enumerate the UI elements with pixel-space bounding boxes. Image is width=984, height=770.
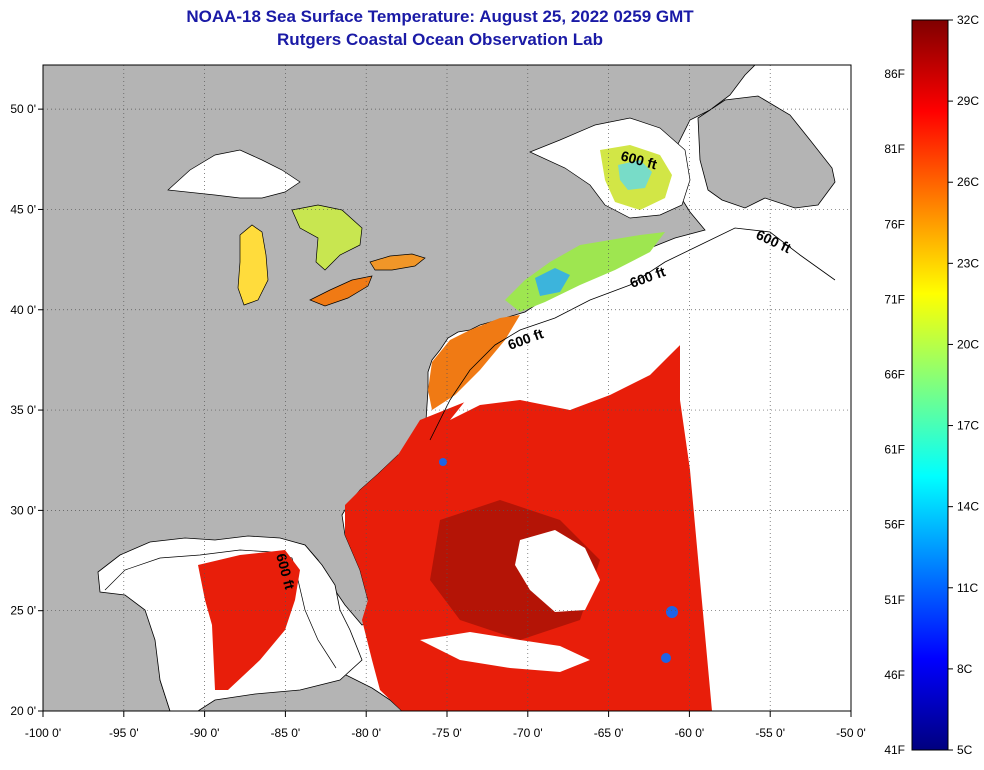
x-axis-ticks: -100 0' -95 0' -90 0' -85 0' -80 0' -75 0' -70… bbox=[25, 711, 866, 740]
colorbar-label-celsius: 5C bbox=[957, 743, 973, 757]
x-tick-label: -50 0' bbox=[836, 726, 866, 740]
colorbar-celsius-labels: 32C 29C 26C 23C 20C 17C 14C 11C 8C 5C bbox=[948, 13, 979, 757]
sst-cold-spot bbox=[661, 653, 671, 663]
sst-gulf-of-maine-cool bbox=[535, 268, 570, 296]
newfoundland-land bbox=[697, 95, 836, 209]
sst-cold-spot bbox=[439, 458, 447, 466]
y-tick-label: 30 0' bbox=[10, 503, 36, 517]
colorbar-label-celsius: 17C bbox=[957, 419, 979, 433]
colorbar-label-celsius: 23C bbox=[957, 256, 979, 270]
st-lawrence-cold-patch bbox=[618, 160, 652, 190]
y-tick-label: 45 0' bbox=[10, 202, 36, 216]
colorbar-label-celsius: 32C bbox=[957, 13, 979, 27]
atlantic-isobath bbox=[429, 227, 836, 441]
y-tick-label: 25 0' bbox=[10, 604, 36, 618]
x-tick-label: -70 0' bbox=[513, 726, 543, 740]
map-title: NOAA-18 Sea Surface Temperature: August … bbox=[186, 7, 694, 26]
y-tick-label: 35 0' bbox=[10, 403, 36, 417]
map-frame-border bbox=[42, 64, 852, 712]
cloud-mask-south bbox=[420, 632, 590, 672]
x-tick-label: -90 0' bbox=[190, 726, 220, 740]
colorbar-label-celsius: 14C bbox=[957, 500, 979, 514]
colorbar-label-celsius: 8C bbox=[957, 662, 973, 676]
colorbar-label-celsius: 20C bbox=[957, 337, 979, 351]
map-subtitle: Rutgers Coastal Ocean Observation Lab bbox=[277, 30, 603, 49]
lake-ontario bbox=[369, 253, 426, 271]
lake-michigan bbox=[237, 224, 269, 306]
colorbar-label-fahrenheit: 86F bbox=[884, 67, 905, 81]
colorbar-label-fahrenheit: 46F bbox=[884, 668, 905, 682]
colorbar-label-fahrenheit: 51F bbox=[884, 593, 905, 607]
sst-gulf-west-patch bbox=[198, 550, 300, 690]
x-tick-label: -85 0' bbox=[271, 726, 301, 740]
x-tick-label: -95 0' bbox=[109, 726, 139, 740]
colorbar-label-fahrenheit: 61F bbox=[884, 443, 905, 457]
x-tick-label: -65 0' bbox=[594, 726, 624, 740]
colorbar-gradient bbox=[911, 19, 949, 751]
colorbar-label-celsius: 26C bbox=[957, 175, 979, 189]
colorbar-label-fahrenheit: 41F bbox=[884, 743, 905, 757]
cloud-mask-central bbox=[515, 530, 600, 612]
y-axis-ticks: 50 0' 45 0' 40 0' 35 0' 30 0' 25 0' 20 0' bbox=[10, 102, 43, 718]
colorbar-label-celsius: 29C bbox=[957, 94, 979, 108]
y-tick-label: 40 0' bbox=[10, 303, 36, 317]
y-tick-label: 50 0' bbox=[10, 102, 36, 116]
cloud-mask-north bbox=[450, 290, 680, 420]
lake-erie bbox=[309, 275, 373, 307]
colorbar-label-fahrenheit: 71F bbox=[884, 292, 905, 306]
colorbar-label-fahrenheit: 76F bbox=[884, 217, 905, 231]
colorbar-label-fahrenheit: 66F bbox=[884, 367, 905, 381]
x-tick-label: -80 0' bbox=[351, 726, 381, 740]
sst-mid-atlantic-shelf bbox=[428, 315, 520, 410]
x-tick-label: -100 0' bbox=[25, 726, 61, 740]
colorbar-label-fahrenheit: 81F bbox=[884, 142, 905, 156]
x-tick-label: -60 0' bbox=[675, 726, 705, 740]
colorbar-label-fahrenheit: 56F bbox=[884, 518, 905, 532]
x-tick-label: -55 0' bbox=[755, 726, 785, 740]
map-content: 600 ft 600 ft 600 ft 600 ft 600 ft bbox=[43, 65, 836, 711]
lake-superior bbox=[167, 149, 301, 199]
y-tick-label: 20 0' bbox=[10, 704, 36, 718]
x-tick-label: -75 0' bbox=[432, 726, 462, 740]
colorbar-label-celsius: 11C bbox=[957, 581, 978, 595]
lake-huron bbox=[291, 204, 363, 271]
sst-cold-spot bbox=[666, 606, 678, 618]
colorbar-fahrenheit-labels: 86F 81F 76F 71F 66F 61F 56F 51F 46F 41F bbox=[884, 67, 905, 757]
